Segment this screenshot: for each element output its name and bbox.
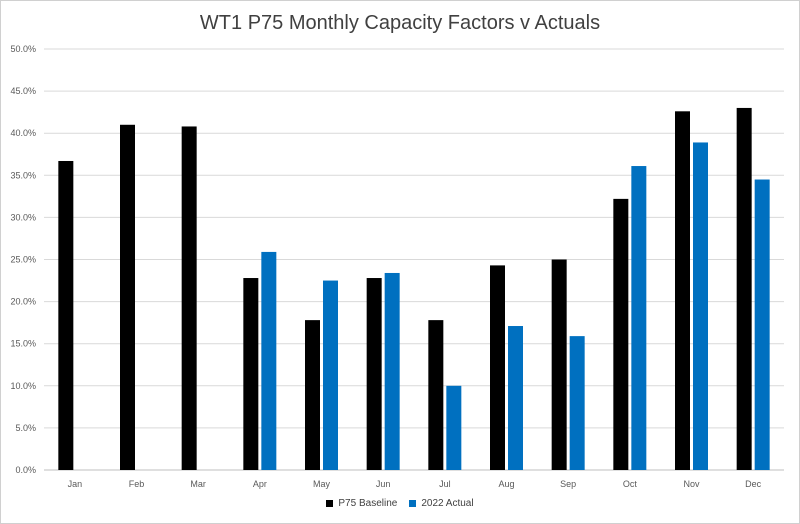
y-tick-label: 40.0% (10, 128, 36, 138)
legend-item-actual: 2022 Actual (409, 498, 474, 509)
x-tick-label: Apr (253, 479, 267, 489)
bar-actual-apr (261, 251, 277, 470)
bar-p75-nov (675, 111, 690, 471)
x-tick-label: Dec (745, 479, 762, 489)
bar-actual-sep (569, 336, 585, 470)
bar-p75-feb (120, 124, 135, 470)
bar-p75-oct (613, 198, 629, 470)
legend-label-actual: 2022 Actual (421, 498, 474, 509)
x-tick-label: Jul (439, 479, 451, 489)
chart-title: WT1 P75 Monthly Capacity Factors v Actua… (199, 12, 601, 34)
bar-actual-nov (693, 142, 708, 470)
legend-label-p75: P75 Baseline (338, 498, 398, 509)
y-axis-ticks: 0.0% 5.0% 10.0% 15.0% 20.0% 25.0% 30.0% 35.0% 40… (10, 44, 36, 475)
y-tick-label: 50.0% (10, 44, 36, 54)
bar-p75-jun (366, 278, 382, 470)
bar-p75-may (305, 320, 320, 470)
x-tick-label: Sep (560, 479, 576, 489)
bar-actual-aug (508, 326, 523, 470)
bar-p75-apr (243, 278, 259, 470)
y-tick-label: 25.0% (10, 255, 36, 265)
bar-p75-jul (428, 320, 444, 470)
bar-p75-dec (736, 107, 752, 470)
x-tick-label: Mar (190, 479, 206, 489)
bar-actual-oct (631, 166, 647, 470)
x-tick-label: Oct (623, 479, 638, 489)
y-tick-label: 10.0% (10, 381, 36, 391)
bar-p75-sep (551, 259, 567, 470)
y-tick-label: 0.0% (15, 465, 36, 475)
y-tick-label: 30.0% (10, 212, 36, 222)
bar-actual-jul (446, 385, 462, 470)
x-tick-label: Jan (68, 479, 83, 489)
y-tick-label: 20.0% (10, 297, 36, 307)
legend-swatch-p75 (326, 500, 334, 507)
legend-item-p75: P75 Baseline (326, 498, 397, 509)
legend: P75 Baseline 2022 Actual (0, 498, 800, 509)
legend-swatch-actual (409, 500, 417, 507)
x-tick-label: Jun (376, 479, 391, 489)
bar-p75-jan (58, 160, 74, 470)
x-tick-label: May (313, 479, 331, 489)
x-axis-ticks: Jan Feb Mar Apr May Jun Jul Aug Sep Oct Nov Dec (68, 479, 762, 489)
y-tick-label: 35.0% (10, 170, 36, 180)
bars (58, 107, 770, 471)
y-tick-label: 15.0% (10, 339, 36, 349)
bar-actual-jun (384, 272, 400, 470)
bar-p75-aug (490, 265, 505, 470)
x-tick-label: Nov (683, 479, 700, 489)
bar-actual-may (323, 280, 338, 470)
y-tick-label: 45.0% (10, 86, 36, 96)
gridlines (44, 48, 784, 471)
y-tick-label: 5.0% (15, 423, 36, 433)
bar-p75-mar (181, 126, 197, 471)
x-tick-label: Feb (129, 479, 145, 489)
bar-actual-dec (754, 179, 770, 470)
x-tick-label: Aug (498, 479, 514, 489)
